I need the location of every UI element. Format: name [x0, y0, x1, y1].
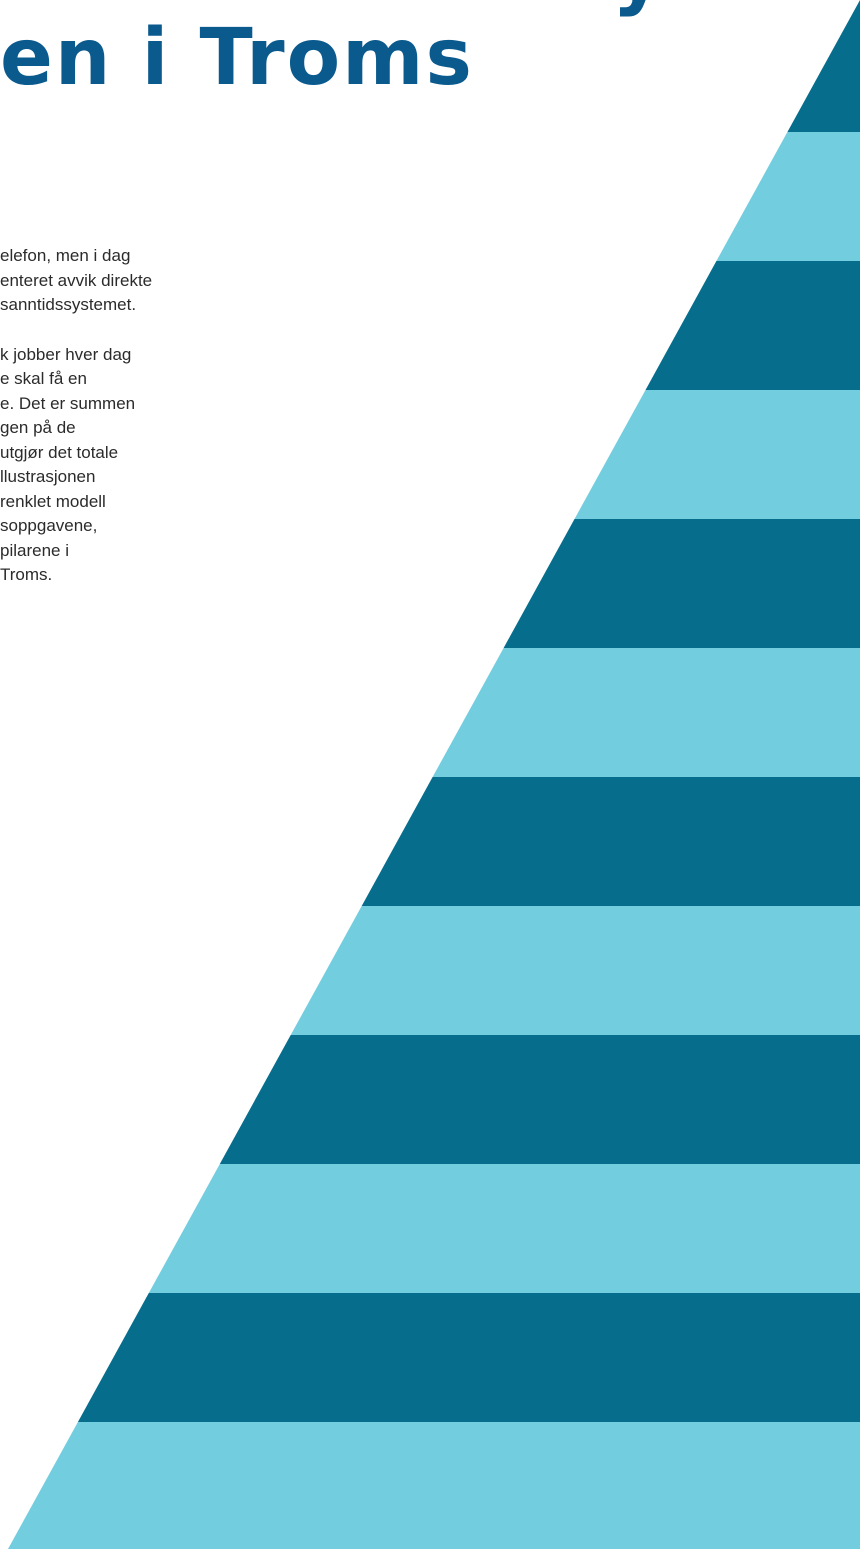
pyramid-band — [362, 777, 860, 906]
pyramid-band — [8, 1422, 860, 1549]
pyramid-band — [433, 648, 860, 777]
pyramid-band — [787, 0, 860, 132]
pyramid-bands — [8, 0, 860, 1549]
pyramid-band — [646, 261, 860, 390]
pyramid-band — [291, 906, 860, 1035]
pyramid-band — [78, 1293, 860, 1422]
pyramid-band — [716, 132, 860, 261]
pyramid-band — [504, 519, 860, 648]
pyramid-band — [220, 1035, 860, 1164]
pyramid-band — [149, 1164, 860, 1293]
pyramid-band — [575, 390, 860, 519]
